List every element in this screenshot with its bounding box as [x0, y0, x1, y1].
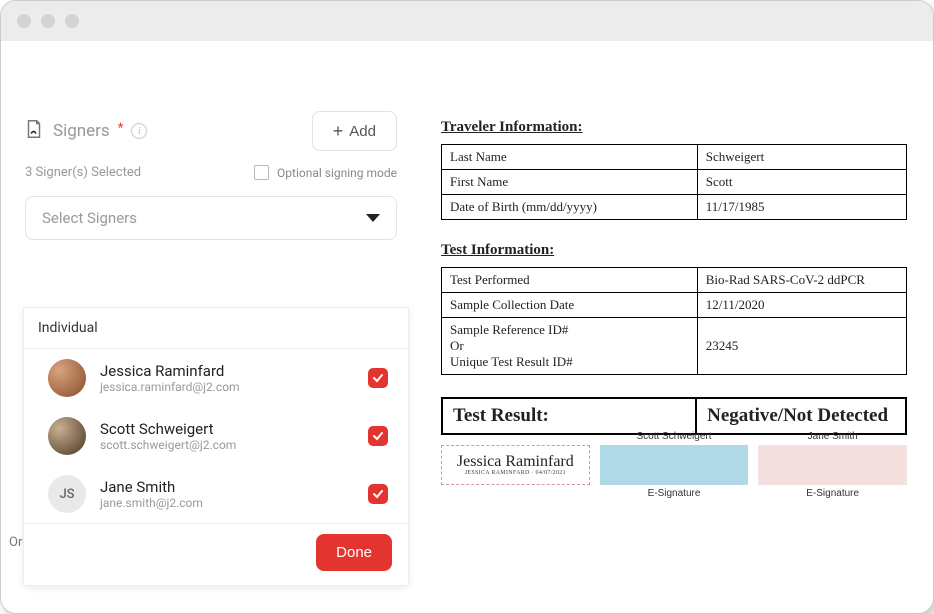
- cell-value: Schweigert: [697, 145, 906, 170]
- select-signers-dropdown[interactable]: Select Signers: [25, 196, 397, 240]
- cell-value: 11/17/1985: [697, 195, 906, 220]
- signers-dropdown-panel: Individual Jessica Raminfard jessica.ram…: [23, 307, 409, 586]
- cell-label: Sample Reference ID# Or Unique Test Resu…: [442, 318, 698, 375]
- signature-label: E-Signature: [648, 488, 701, 499]
- plus-icon: +: [333, 122, 344, 140]
- signer-email: jane.smith@j2.com: [100, 496, 203, 510]
- checked-icon: [368, 426, 388, 446]
- avatar-initials: JS: [48, 475, 86, 513]
- chevron-down-icon: [366, 214, 380, 222]
- content-area: Signers * i + Add 3 Signer(s) Selected O…: [1, 41, 933, 613]
- result-box: Test Result: Negative/Not Detected: [441, 397, 907, 435]
- cell-label: First Name: [442, 170, 698, 195]
- signature-name: Jane Smith: [808, 431, 858, 442]
- signer-option[interactable]: JS Jane Smith jane.smith@j2.com: [24, 465, 408, 523]
- traveler-table: Last Name Schweigert First Name Scott Da…: [441, 144, 907, 220]
- signer-email: jessica.raminfard@j2.com: [100, 380, 240, 394]
- signature-block[interactable]: Scott Schweigert E-Signature: [600, 445, 749, 485]
- table-row: Test Performed Bio-Rad SARS-CoV-2 ddPCR: [442, 268, 907, 293]
- signer-option[interactable]: Scott Schweigert scott.schweigert@j2.com: [24, 407, 408, 465]
- table-row: Last Name Schweigert: [442, 145, 907, 170]
- signer-name: Jane Smith: [100, 478, 203, 496]
- done-button[interactable]: Done: [316, 534, 392, 571]
- signature-block[interactable]: Jessica Raminfard JESSICA RAMINFARD · 04…: [441, 445, 590, 485]
- cell-value: Scott: [697, 170, 906, 195]
- add-button-label: Add: [349, 123, 376, 140]
- optional-signing-toggle[interactable]: Optional signing mode: [254, 165, 397, 180]
- selected-count-row: 3 Signer(s) Selected Optional signing mo…: [5, 151, 409, 194]
- signature-filled: Jessica Raminfard JESSICA RAMINFARD · 04…: [441, 445, 590, 485]
- selected-count: 3 Signer(s) Selected: [25, 165, 141, 180]
- add-signer-button[interactable]: + Add: [312, 111, 397, 151]
- result-label: Test Result:: [443, 399, 697, 433]
- cell-value: 23245: [697, 318, 906, 375]
- signature-placeholder: [758, 445, 907, 485]
- signer-email: scott.schweigert@j2.com: [100, 438, 236, 452]
- test-table: Test Performed Bio-Rad SARS-CoV-2 ddPCR …: [441, 267, 907, 375]
- optional-label: Optional signing mode: [277, 166, 397, 180]
- required-marker: *: [118, 121, 124, 136]
- signer-option[interactable]: Jessica Raminfard jessica.raminfard@j2.c…: [24, 349, 408, 407]
- signature-script: Jessica Raminfard: [457, 454, 574, 470]
- window-dot: [41, 14, 55, 28]
- table-row: Sample Collection Date 12/11/2020: [442, 293, 907, 318]
- dropdown-placeholder: Select Signers: [42, 209, 137, 227]
- dropdown-group-label: Individual: [24, 308, 408, 340]
- signature-area: Jessica Raminfard JESSICA RAMINFARD · 04…: [441, 445, 907, 485]
- traveler-heading: Traveler Information:: [441, 119, 907, 136]
- signature-subtext: JESSICA RAMINFARD · 04/07/2021: [465, 470, 566, 476]
- signer-name: Jessica Raminfard: [100, 362, 240, 380]
- dropdown-footer: Done: [24, 523, 408, 585]
- signature-label: E-Signature: [806, 488, 859, 499]
- signers-header: Signers * i + Add: [5, 111, 409, 151]
- titlebar: [1, 1, 933, 41]
- signature-name: Scott Schweigert: [636, 431, 711, 442]
- document-preview: Traveler Information: Last Name Schweige…: [421, 41, 933, 613]
- cell-label: Last Name: [442, 145, 698, 170]
- window-dot: [17, 14, 31, 28]
- signer-name: Scott Schweigert: [100, 420, 236, 438]
- table-row: Date of Birth (mm/dd/yyyy) 11/17/1985: [442, 195, 907, 220]
- signature-block[interactable]: Jane Smith E-Signature: [758, 445, 907, 485]
- signers-panel: Signers * i + Add 3 Signer(s) Selected O…: [1, 41, 421, 613]
- app-window: Signers * i + Add 3 Signer(s) Selected O…: [0, 0, 934, 614]
- cell-value: 12/11/2020: [697, 293, 906, 318]
- window-dot: [65, 14, 79, 28]
- result-value: Negative/Not Detected: [697, 399, 898, 433]
- document-sign-icon: [23, 118, 45, 144]
- signers-title: Signers: [53, 121, 110, 141]
- cell-label: Date of Birth (mm/dd/yyyy): [442, 195, 698, 220]
- table-row: First Name Scott: [442, 170, 907, 195]
- cell-label: Test Performed: [442, 268, 698, 293]
- cell-value: Bio-Rad SARS-CoV-2 ddPCR: [697, 268, 906, 293]
- checked-icon: [368, 368, 388, 388]
- info-icon[interactable]: i: [131, 123, 147, 139]
- avatar: [48, 417, 86, 455]
- signature-placeholder: [600, 445, 749, 485]
- table-row: Sample Reference ID# Or Unique Test Resu…: [442, 318, 907, 375]
- checked-icon: [368, 484, 388, 504]
- test-heading: Test Information:: [441, 242, 907, 259]
- avatar: [48, 359, 86, 397]
- signers-title-row: Signers * i: [23, 118, 147, 144]
- checkbox-icon: [254, 165, 269, 180]
- cell-label: Sample Collection Date: [442, 293, 698, 318]
